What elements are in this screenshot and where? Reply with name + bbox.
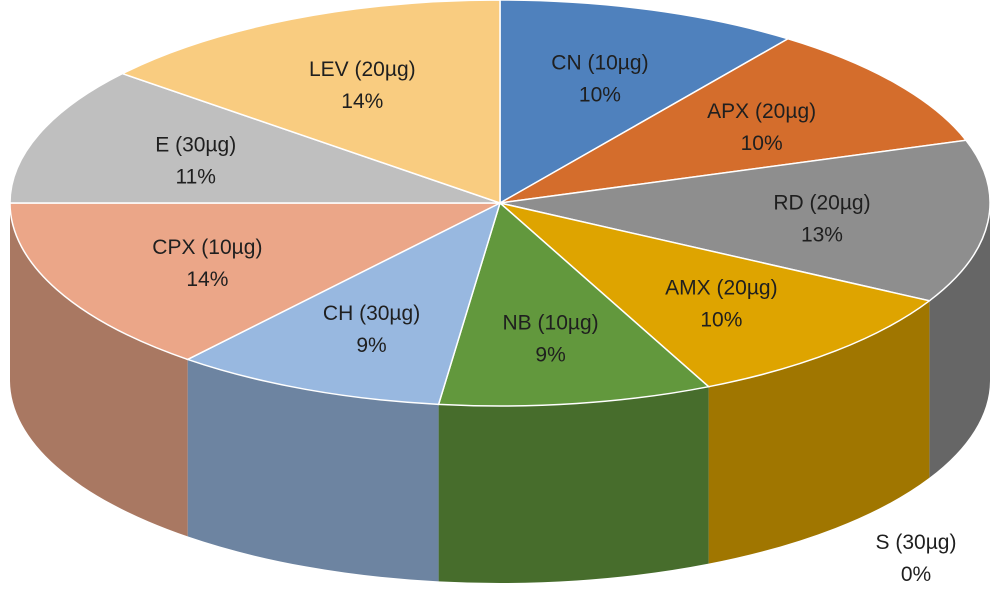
slice-name-label: E (30µg) (155, 134, 236, 157)
pie-slice-nb-10-g (437, 201, 711, 407)
pie-label-lev-20-g: LEV (20µg) 14% (309, 58, 416, 113)
slice-percent-label: 10% (700, 309, 742, 332)
pie-slice-cn-10-g (499, 0, 790, 205)
slice-name-label: RD (20µg) (773, 192, 870, 215)
pie-sides (10, 203, 990, 583)
pie-labels: CN (10µg) 10% APX (20µg) 10% RD (20µg) 13% AMX… (152, 52, 956, 586)
pie-label-apx-20-g: APX (20µg) 10% (707, 100, 816, 155)
slice-percent-label: 13% (801, 224, 843, 247)
pie-side-rd-20-g (929, 203, 990, 478)
slice-name-label: NB (10µg) (503, 311, 599, 334)
pie-side-amx-20-g (708, 300, 930, 564)
slice-percent-label: 11% (175, 166, 215, 189)
slice-name-label: S (30µg) (876, 531, 957, 554)
pie-slice-amx-20-g (499, 202, 932, 388)
slice-name-label: APX (20µg) (707, 100, 816, 123)
pie-slice-apx-20-g (499, 37, 968, 204)
pie-label-rd-20-g: RD (20µg) 13% (773, 192, 870, 247)
pie-slice-e-30-g (9, 72, 501, 204)
pie-slice-rd-20-g (499, 139, 991, 302)
pie-side-nb-10-g (438, 386, 709, 583)
slice-percent-label: 10% (741, 132, 783, 155)
pie-label-e-30-g: E (30µg) 11% (155, 134, 236, 189)
slice-percent-label: 14% (341, 90, 383, 113)
pie-slice-lev-20-g (120, 0, 501, 205)
pie-slice-cpx-10-g (9, 202, 501, 361)
pie-label-nb-10-g: NB (10µg) 9% (503, 311, 599, 366)
pie-label-amx-20-g: AMX (20µg) 10% (665, 277, 777, 332)
slice-percent-label: 9% (535, 343, 565, 366)
pie-label-cn-10-g: CN (10µg) 10% (551, 52, 648, 107)
pie-side-cpx-10-g (10, 203, 188, 537)
pie-slice-ch-30-g (185, 201, 502, 406)
slice-name-label: AMX (20µg) (665, 277, 777, 300)
slice-percent-label: 9% (356, 334, 386, 357)
pie-tops (9, 0, 991, 407)
pie-side-ch-30-g (187, 359, 439, 582)
slice-percent-label: 10% (579, 84, 621, 107)
slice-name-label: CPX (10µg) (152, 236, 262, 259)
pie-label-cpx-10-g: CPX (10µg) 14% (152, 236, 262, 291)
pie-label-s-30-g: S (30µg) 0% (876, 531, 957, 586)
slice-name-label: CN (10µg) (551, 52, 648, 75)
slice-name-label: CH (30µg) (323, 302, 420, 325)
slice-percent-label: 0% (901, 563, 931, 586)
slice-percent-label: 14% (186, 268, 228, 291)
pie-label-ch-30-g: CH (30µg) 9% (323, 302, 420, 357)
slice-name-label: LEV (20µg) (309, 58, 416, 81)
